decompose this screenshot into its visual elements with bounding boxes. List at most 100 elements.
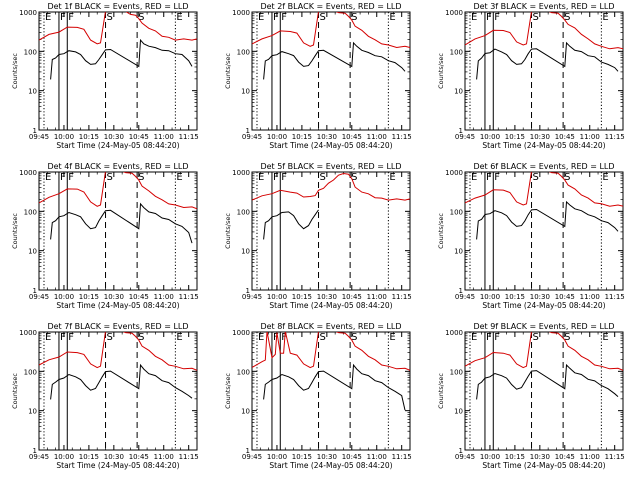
x-tick-label: 10:00 (267, 293, 287, 301)
marker-label: S (320, 332, 326, 343)
lld-series-line (465, 172, 623, 207)
x-tick-label: 11:15 (179, 133, 199, 141)
x-tick-label: 11:15 (605, 133, 625, 141)
marker-label: S (351, 172, 357, 183)
y-tick-label: 100 (237, 48, 250, 56)
marker-label: S (320, 12, 326, 23)
marker-label: S (533, 332, 539, 343)
lld-series-line (39, 172, 197, 210)
marker-label: E (389, 12, 395, 23)
x-tick-label: 10:30 (104, 453, 124, 461)
y-axis-label: Counts/sec (11, 213, 19, 249)
events-series-line (263, 363, 406, 411)
x-tick-label: 10:30 (530, 453, 550, 461)
y-tick-label: 1 (246, 287, 250, 295)
x-tick-label: 11:00 (367, 133, 387, 141)
x-tick-label: 10:00 (54, 293, 74, 301)
marker-label: F (273, 332, 279, 343)
series-group (252, 12, 410, 80)
marker-label: E (471, 12, 477, 23)
marker-label: E (45, 332, 51, 343)
events-series-line (50, 202, 193, 244)
x-tick-label: 10:45 (129, 453, 149, 461)
detector-panel: Det 4f BLACK = Events, RED = LLD 1 10 100 10… (11, 162, 199, 310)
y-tick-label: 1 (33, 287, 37, 295)
x-tick-label: 10:15 (292, 453, 312, 461)
x-tick-label: 10:15 (79, 133, 99, 141)
y-tick-label: 1000 (445, 169, 463, 177)
x-axis-label: Start Time (24-May-05 08:44:20) (56, 461, 179, 470)
marker-label: F (494, 12, 500, 23)
marker-label: S (351, 12, 357, 23)
marker-label: S (533, 12, 539, 23)
y-tick-label: 100 (450, 368, 463, 376)
x-tick-label: 11:15 (179, 293, 199, 301)
x-tick-label: 09:45 (455, 453, 475, 461)
x-tick-label: 09:45 (455, 293, 475, 301)
series-group (465, 172, 623, 240)
x-tick-label: 10:45 (555, 293, 575, 301)
panel-title: Det 5f BLACK = Events, RED = LLD (260, 162, 401, 171)
y-tick-label: 10 (454, 408, 463, 416)
y-axis-label: Counts/sec (224, 213, 232, 249)
x-tick-label: 11:00 (580, 133, 600, 141)
marker-label: E (258, 172, 264, 183)
marker-label: E (471, 172, 477, 183)
y-tick-label: 1000 (445, 329, 463, 337)
y-tick-label: 100 (24, 208, 37, 216)
marker-label: S (138, 172, 144, 183)
plot-frame (251, 171, 411, 291)
x-tick-label: 10:15 (292, 133, 312, 141)
marker-label: S (138, 12, 144, 23)
x-tick-label: 11:15 (605, 293, 625, 301)
lld-series-line (465, 332, 623, 371)
y-tick-label: 100 (237, 208, 250, 216)
y-tick-label: 100 (24, 368, 37, 376)
y-tick-label: 10 (241, 408, 250, 416)
x-tick-label: 11:00 (154, 133, 174, 141)
y-tick-label: 1000 (19, 9, 37, 17)
detector-panel: Det 1f BLACK = Events, RED = LLD 1 10 100 10… (11, 2, 199, 150)
y-tick-label: 1000 (232, 329, 250, 337)
x-tick-label: 10:30 (317, 453, 337, 461)
series-group (39, 172, 197, 244)
plot-frame (464, 11, 624, 131)
marker-label: E (176, 12, 182, 23)
panel-title: Det 2f BLACK = Events, RED = LLD (260, 2, 401, 11)
x-tick-label: 10:45 (342, 133, 362, 141)
lld-series-line (252, 12, 410, 49)
x-tick-label: 10:00 (480, 453, 500, 461)
plot-frame (251, 331, 411, 451)
detector-panel: Det 6f BLACK = Events, RED = LLD 1 10 100 10… (437, 162, 625, 310)
marker-label: S (107, 172, 113, 183)
x-tick-label: 10:30 (317, 133, 337, 141)
y-tick-label: 10 (454, 248, 463, 256)
x-tick-label: 10:00 (267, 133, 287, 141)
x-tick-label: 09:45 (242, 453, 262, 461)
x-tick-label: 09:45 (242, 133, 262, 141)
x-axis-label: Start Time (24-May-05 08:44:20) (482, 461, 605, 470)
x-tick-label: 10:45 (129, 293, 149, 301)
marker-label: E (471, 332, 477, 343)
events-series-line (476, 200, 619, 240)
y-tick-label: 1 (246, 127, 250, 135)
x-tick-label: 11:15 (179, 453, 199, 461)
x-tick-label: 10:15 (505, 133, 525, 141)
x-tick-label: 11:00 (154, 453, 174, 461)
marker-label: S (138, 332, 144, 343)
x-tick-label: 10:15 (79, 453, 99, 461)
y-tick-label: 10 (241, 248, 250, 256)
y-tick-label: 1 (246, 447, 250, 455)
x-tick-label: 11:00 (580, 453, 600, 461)
lld-series-line (465, 12, 623, 50)
y-tick-label: 1 (459, 287, 463, 295)
y-axis-label: Counts/sec (11, 373, 19, 409)
lld-series-line (39, 332, 197, 371)
x-tick-label: 11:00 (367, 293, 387, 301)
detector-panel: Det 2f BLACK = Events, RED = LLD 1 10 100 10… (224, 2, 412, 150)
x-axis-label: Start Time (24-May-05 08:44:20) (482, 141, 605, 150)
x-tick-label: 10:15 (292, 293, 312, 301)
y-axis-label: Counts/sec (224, 53, 232, 89)
x-tick-label: 10:45 (342, 453, 362, 461)
marker-label: F (68, 172, 74, 183)
